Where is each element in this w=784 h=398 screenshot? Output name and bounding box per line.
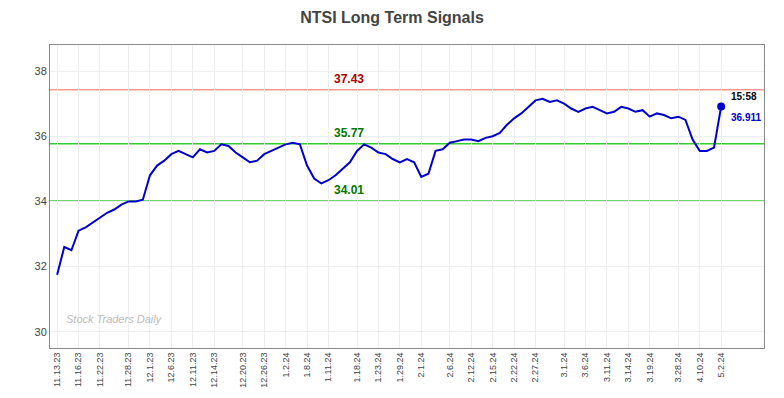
- svg-text:34.01: 34.01: [334, 183, 364, 197]
- svg-text:3.11.24: 3.11.24: [602, 353, 612, 382]
- svg-text:12.14.23: 12.14.23: [209, 353, 219, 388]
- svg-text:12.20.23: 12.20.23: [238, 353, 248, 388]
- svg-text:Stock Traders Daily: Stock Traders Daily: [66, 313, 163, 325]
- svg-text:12.11.23: 12.11.23: [188, 353, 198, 387]
- svg-text:3.14.24: 3.14.24: [623, 353, 633, 383]
- svg-text:37.43: 37.43: [334, 72, 364, 86]
- svg-text:2.27.24: 2.27.24: [530, 353, 540, 383]
- svg-text:11.16.23: 11.16.23: [73, 353, 83, 387]
- svg-text:38: 38: [35, 65, 47, 77]
- svg-text:1.29.24: 1.29.24: [395, 353, 405, 383]
- svg-text:1.8.24: 1.8.24: [302, 353, 312, 378]
- svg-text:34: 34: [35, 195, 47, 207]
- svg-text:12.26.23: 12.26.23: [259, 353, 269, 388]
- svg-text:11.22.23: 11.22.23: [95, 353, 105, 387]
- svg-text:3.28.24: 3.28.24: [673, 353, 683, 383]
- svg-text:2.22.24: 2.22.24: [509, 353, 519, 383]
- svg-text:1.2.24: 1.2.24: [281, 353, 291, 378]
- svg-text:36: 36: [35, 130, 47, 142]
- svg-text:36.911: 36.911: [731, 112, 761, 123]
- svg-text:2.1.24: 2.1.24: [416, 353, 426, 378]
- svg-text:30: 30: [35, 326, 47, 338]
- svg-text:1.23.24: 1.23.24: [373, 353, 383, 383]
- svg-text:1.18.24: 1.18.24: [352, 353, 362, 383]
- svg-text:2.15.24: 2.15.24: [488, 353, 498, 383]
- svg-text:11.28.23: 11.28.23: [123, 353, 133, 387]
- svg-text:2.6.24: 2.6.24: [445, 353, 455, 378]
- svg-text:35.77: 35.77: [334, 126, 364, 140]
- svg-text:NTSI Long Term Signals: NTSI Long Term Signals: [300, 9, 484, 26]
- svg-text:3.19.24: 3.19.24: [645, 353, 655, 383]
- svg-text:12.1.23: 12.1.23: [145, 353, 155, 383]
- svg-text:1.11.24: 1.11.24: [323, 353, 333, 382]
- svg-text:2.12.24: 2.12.24: [466, 353, 476, 383]
- svg-text:4.10.24: 4.10.24: [695, 353, 705, 383]
- svg-text:3.6.24: 3.6.24: [580, 353, 590, 378]
- svg-text:5.2.24: 5.2.24: [716, 353, 726, 378]
- svg-text:11.13.23: 11.13.23: [52, 353, 62, 387]
- svg-text:3.1.24: 3.1.24: [559, 353, 569, 378]
- svg-text:12.6.23: 12.6.23: [166, 353, 176, 383]
- svg-text:15:58: 15:58: [731, 91, 757, 102]
- svg-text:32: 32: [35, 260, 47, 272]
